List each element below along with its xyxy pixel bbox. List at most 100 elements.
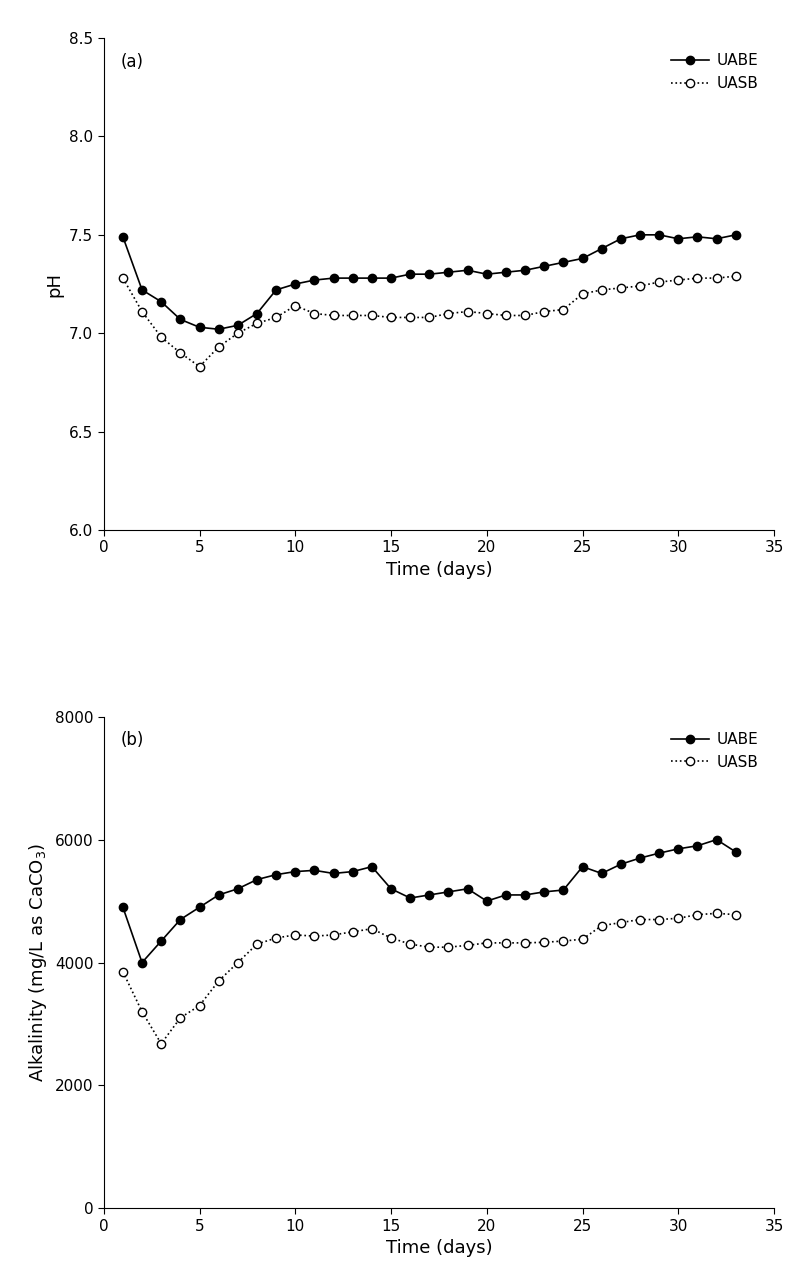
UABE [176, 312, 185, 327]
UABE [118, 899, 128, 915]
UASB [137, 304, 147, 319]
UASB [425, 940, 434, 955]
UASB [674, 272, 683, 287]
UASB [386, 310, 396, 326]
UABE [290, 864, 300, 879]
UABE [578, 859, 587, 874]
UABE [501, 265, 511, 280]
UABE [252, 305, 262, 321]
UABE [156, 294, 166, 309]
UABE [367, 859, 377, 874]
UASB [214, 340, 223, 355]
UABE [405, 890, 415, 906]
Y-axis label: pH: pH [45, 271, 64, 296]
UASB [195, 999, 204, 1014]
UASB [233, 955, 243, 971]
UASB [635, 912, 645, 927]
UABE [386, 271, 396, 286]
UASB [635, 279, 645, 294]
UABE [137, 282, 147, 298]
UABE [252, 871, 262, 887]
UASB [539, 304, 549, 319]
UABE [693, 838, 702, 854]
UABE [597, 240, 606, 256]
UABE [559, 254, 568, 270]
UABE [290, 276, 300, 291]
UASB [405, 936, 415, 951]
UASB [674, 911, 683, 926]
UASB [252, 936, 262, 951]
UABE [348, 271, 358, 286]
UABE [654, 846, 664, 861]
UABE [539, 258, 549, 273]
UASB [310, 929, 319, 944]
UASB [597, 918, 606, 934]
UABE [367, 271, 377, 286]
UABE [118, 229, 128, 244]
UABE [674, 841, 683, 856]
UASB [463, 937, 472, 953]
UABE [693, 229, 702, 244]
UASB [271, 930, 281, 945]
UASB [616, 915, 626, 930]
UABE [712, 232, 721, 247]
UASB [616, 280, 626, 295]
UASB [482, 305, 492, 321]
UABE [597, 866, 606, 881]
UABE [214, 888, 223, 903]
UASB [348, 308, 358, 323]
UABE [329, 271, 338, 286]
UABE [425, 267, 434, 282]
UASB [310, 305, 319, 321]
UASB [578, 931, 587, 946]
UASB [252, 315, 262, 331]
Line: UABE: UABE [119, 230, 740, 333]
UASB [118, 271, 128, 286]
UABE [482, 267, 492, 282]
Legend: UABE, UASB: UABE, UASB [663, 46, 766, 99]
Text: (a): (a) [120, 53, 144, 71]
UASB [520, 308, 530, 323]
UASB [386, 930, 396, 945]
Line: UABE: UABE [119, 836, 740, 967]
UASB [731, 268, 741, 284]
UASB [559, 934, 568, 949]
UASB [444, 305, 453, 321]
UABE [635, 228, 645, 243]
UASB [290, 927, 300, 943]
Legend: UABE, UASB: UABE, UASB [663, 724, 766, 777]
UASB [367, 308, 377, 323]
UASB [290, 298, 300, 313]
UABE [271, 868, 281, 883]
UASB [329, 927, 338, 943]
UASB [214, 973, 223, 988]
UASB [156, 329, 166, 345]
UASB [156, 1037, 166, 1052]
UASB [463, 304, 472, 319]
UASB [654, 275, 664, 290]
UASB [712, 906, 721, 921]
UABE [616, 232, 626, 247]
UABE [482, 893, 492, 908]
UABE [463, 262, 472, 277]
UABE [712, 832, 721, 847]
UASB [348, 925, 358, 940]
UABE [195, 319, 204, 335]
UABE [635, 851, 645, 866]
UABE [578, 251, 587, 266]
UASB [329, 308, 338, 323]
UABE [176, 912, 185, 927]
UABE [674, 232, 683, 247]
Line: UASB: UASB [119, 272, 740, 370]
UABE [310, 272, 319, 287]
UASB [176, 345, 185, 360]
UASB [520, 935, 530, 950]
UASB [444, 940, 453, 955]
UABE [271, 282, 281, 298]
UABE [310, 862, 319, 878]
UABE [463, 881, 472, 897]
UABE [214, 322, 223, 337]
UABE [444, 265, 453, 280]
UASB [539, 935, 549, 950]
UASB [176, 1010, 185, 1025]
